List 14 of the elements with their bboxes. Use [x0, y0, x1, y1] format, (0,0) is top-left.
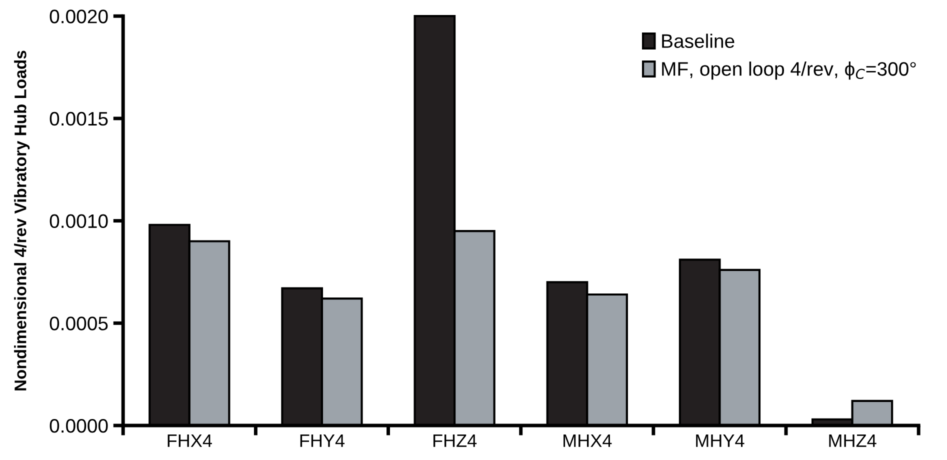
x-tick-label: FHX4 — [168, 434, 212, 447]
y-tick-label: 0.0005 — [50, 316, 108, 330]
y-tick-label: 0.0020 — [50, 10, 108, 24]
legend-label: Baseline — [662, 34, 734, 48]
x-tick-label: MHZ4 — [829, 434, 876, 447]
y-tick-label: 0.0015 — [50, 112, 108, 126]
x-tick-label: FHZ4 — [433, 434, 477, 447]
y-axis-title: Nondimensional 4/rev Vibratory Hub Loads — [14, 50, 30, 390]
y-tick-label: 0.0010 — [50, 214, 108, 228]
x-tick-label: MHX4 — [564, 434, 612, 447]
y-tick-label: 0.0000 — [50, 418, 108, 433]
x-tick-label: FHY4 — [300, 434, 345, 447]
x-tick-label: MHY4 — [696, 434, 744, 447]
legend-label: MF, open loop 4/rev, ϕ$_{C}$=300° — [662, 62, 916, 80]
